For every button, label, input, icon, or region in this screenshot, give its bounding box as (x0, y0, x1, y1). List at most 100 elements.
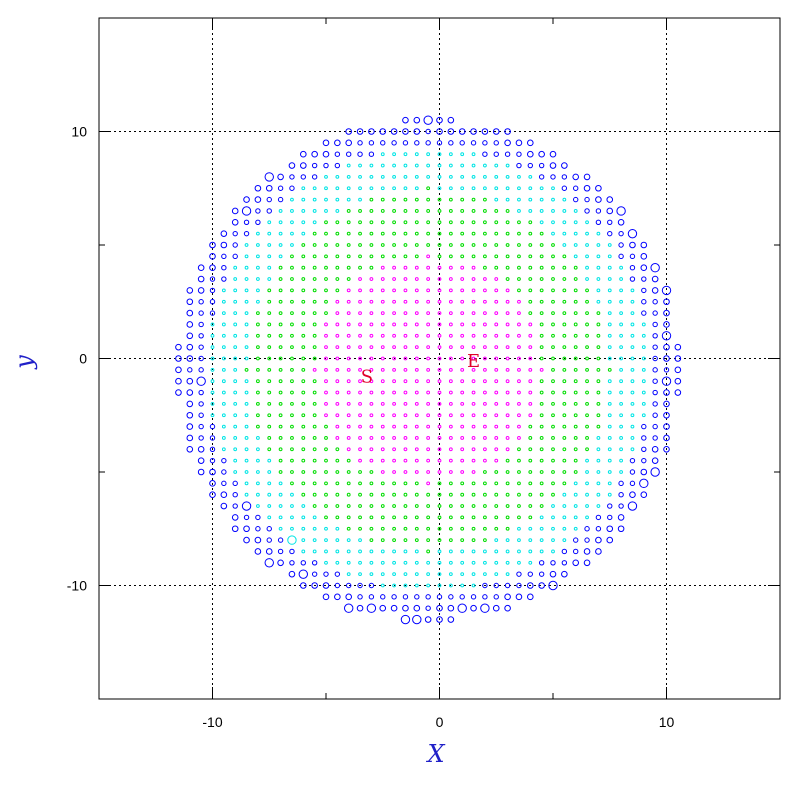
data-point (539, 504, 544, 508)
data-point (460, 265, 465, 270)
data-point (346, 220, 351, 225)
data-point (426, 470, 431, 474)
data-point (528, 265, 533, 270)
data-point (641, 310, 647, 316)
data-point (379, 128, 387, 135)
data-point (324, 526, 328, 531)
data-point (358, 504, 362, 508)
data-point (504, 139, 511, 147)
data-point (607, 402, 612, 406)
data-point (335, 538, 340, 542)
data-point (403, 299, 408, 304)
data-point (369, 345, 374, 350)
data-point (661, 331, 672, 341)
data-point (233, 322, 238, 327)
data-point (460, 311, 465, 316)
data-point (505, 367, 510, 372)
data-point (345, 593, 353, 601)
data-point (483, 231, 487, 236)
data-point (312, 356, 317, 361)
data-point (175, 389, 182, 396)
data-point (414, 175, 419, 179)
data-point (312, 322, 317, 327)
data-point (324, 492, 328, 497)
data-point (209, 264, 216, 272)
data-point (198, 423, 204, 430)
data-point (324, 436, 328, 440)
data-point (244, 424, 249, 429)
data-point (278, 424, 283, 429)
data-point (369, 175, 374, 179)
data-point (221, 436, 226, 440)
data-point (403, 288, 408, 293)
data-point (301, 265, 306, 270)
data-point (426, 345, 431, 350)
data-point (346, 526, 351, 531)
data-point (369, 209, 374, 213)
data-point (585, 243, 589, 247)
data-point (437, 186, 442, 191)
data-point (618, 503, 624, 509)
data-point (358, 492, 362, 497)
data-point (231, 514, 239, 521)
data-point (562, 345, 567, 350)
data-point (403, 481, 408, 486)
data-point (619, 390, 623, 395)
data-point (448, 299, 453, 304)
data-point (630, 402, 635, 406)
data-point (358, 560, 362, 565)
data-point (414, 560, 419, 565)
data-point (380, 277, 385, 281)
data-point (414, 402, 419, 406)
data-point (301, 288, 306, 293)
data-point (186, 332, 194, 340)
data-point (573, 333, 578, 338)
data-point (278, 390, 283, 395)
data-point (324, 311, 328, 316)
data-point (483, 560, 487, 565)
data-point (460, 175, 465, 179)
data-point (198, 310, 204, 316)
data-point (596, 447, 601, 452)
data-point (448, 549, 453, 554)
data-point (492, 604, 500, 612)
data-point (346, 582, 352, 589)
data-point (641, 457, 647, 464)
data-point (358, 254, 362, 259)
data-point (663, 298, 670, 306)
data-point (267, 458, 272, 463)
data-point (448, 492, 453, 497)
data-point (209, 446, 216, 452)
data-point (290, 470, 294, 474)
data-point (392, 277, 397, 281)
data-point (346, 549, 351, 554)
data-point (619, 458, 623, 463)
data-point (527, 150, 534, 158)
data-point (471, 254, 476, 259)
data-point (561, 174, 568, 180)
data-point (358, 481, 362, 486)
data-point (528, 288, 533, 293)
data-point (267, 231, 272, 236)
data-point (380, 560, 385, 565)
data-point (255, 526, 261, 532)
data-point (198, 355, 204, 362)
data-point (414, 186, 419, 191)
data-point (335, 402, 340, 406)
data-point (346, 311, 351, 316)
data-point (312, 504, 317, 508)
data-point (197, 275, 205, 283)
data-point (358, 175, 362, 179)
data-point (585, 504, 589, 508)
data-point (265, 184, 273, 192)
data-point (175, 377, 182, 385)
data-point (504, 128, 511, 135)
data-point (220, 241, 228, 249)
data-point (617, 514, 625, 521)
data-point (209, 480, 216, 487)
data-point (414, 458, 419, 463)
data-point (414, 594, 420, 600)
data-point (186, 321, 194, 328)
data-point (290, 436, 294, 440)
data-point (528, 220, 533, 225)
